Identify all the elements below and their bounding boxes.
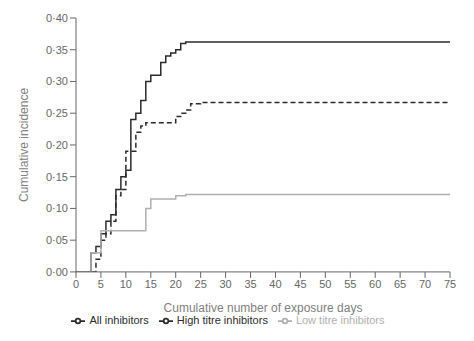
svg-text:0: 0 xyxy=(73,278,79,290)
svg-text:0·30: 0·30 xyxy=(46,75,68,87)
svg-text:0·00: 0·00 xyxy=(46,266,68,278)
svg-text:0·35: 0·35 xyxy=(46,44,68,56)
svg-text:Cumulative incidence: Cumulative incidence xyxy=(17,88,31,202)
svg-text:60: 60 xyxy=(369,278,381,290)
svg-text:65: 65 xyxy=(394,278,406,290)
svg-text:0·15: 0·15 xyxy=(46,171,68,183)
svg-text:5: 5 xyxy=(98,278,104,290)
svg-text:15: 15 xyxy=(145,278,157,290)
svg-text:35: 35 xyxy=(244,278,256,290)
html-text:All inhibitors: All inhibitors xyxy=(89,313,149,326)
svg-text:70: 70 xyxy=(419,278,431,290)
svg-text:50: 50 xyxy=(319,278,331,290)
svg-text:25: 25 xyxy=(195,278,207,290)
svg-text:0·05: 0·05 xyxy=(46,234,68,246)
html-text:Low titre inhibitors: Low titre inhibitors xyxy=(295,313,385,326)
svg-text:20: 20 xyxy=(170,278,182,290)
svg-text:45: 45 xyxy=(294,278,306,290)
svg-text:0·10: 0·10 xyxy=(46,202,68,214)
svg-text:30: 30 xyxy=(219,278,231,290)
svg-text:Cumulative number of exposure: Cumulative number of exposure days xyxy=(164,301,363,315)
svg-text:75: 75 xyxy=(444,278,456,290)
svg-text:0·40: 0·40 xyxy=(46,12,68,24)
svg-text:10: 10 xyxy=(120,278,132,290)
svg-text:0·20: 0·20 xyxy=(46,139,68,151)
html-text:High titre inhibitors: High titre inhibitors xyxy=(176,313,268,326)
svg-text:40: 40 xyxy=(269,278,281,290)
svg-text:0·25: 0·25 xyxy=(46,107,68,119)
svg-text:55: 55 xyxy=(344,278,356,290)
